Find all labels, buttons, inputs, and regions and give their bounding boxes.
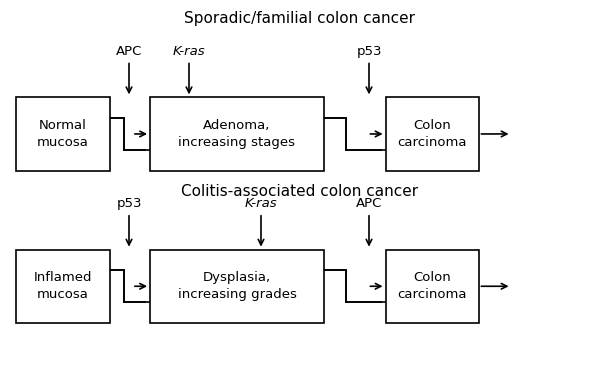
FancyBboxPatch shape [16,97,110,171]
Text: K-ras: K-ras [245,197,277,210]
FancyBboxPatch shape [150,97,324,171]
Text: Sporadic/familial colon cancer: Sporadic/familial colon cancer [185,11,415,26]
Text: Dysplasia,
increasing grades: Dysplasia, increasing grades [178,271,296,301]
FancyBboxPatch shape [386,250,479,323]
Text: Inflamed
mucosa: Inflamed mucosa [34,271,92,301]
Text: Adenoma,
increasing stages: Adenoma, increasing stages [179,119,296,149]
Text: Normal
mucosa: Normal mucosa [37,119,89,149]
FancyBboxPatch shape [16,250,110,323]
Text: Colitis-associated colon cancer: Colitis-associated colon cancer [181,184,419,199]
Text: Colon
carcinoma: Colon carcinoma [397,119,467,149]
Text: Colon
carcinoma: Colon carcinoma [397,271,467,301]
Text: APC: APC [356,197,382,210]
FancyBboxPatch shape [150,250,324,323]
Text: p53: p53 [356,45,382,58]
Text: K-ras: K-ras [173,45,205,58]
Text: APC: APC [116,45,142,58]
FancyBboxPatch shape [386,97,479,171]
Text: p53: p53 [116,197,142,210]
